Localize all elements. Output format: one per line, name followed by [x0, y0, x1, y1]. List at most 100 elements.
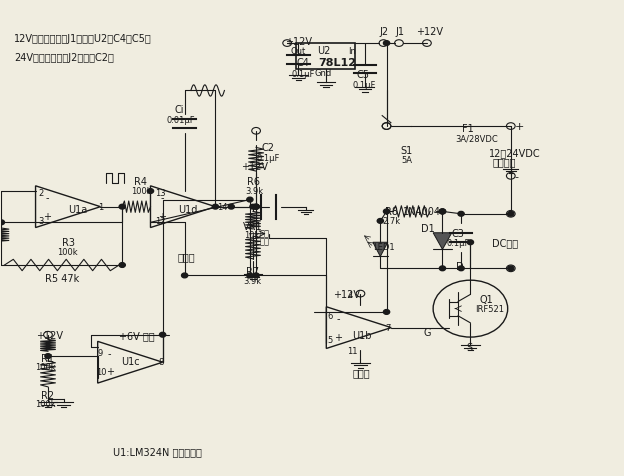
Circle shape: [182, 274, 188, 278]
Text: 10: 10: [96, 367, 106, 376]
Text: 调节: 调节: [259, 238, 269, 246]
Text: 100k: 100k: [130, 186, 151, 195]
Text: +12V: +12V: [416, 27, 444, 37]
Circle shape: [383, 41, 389, 46]
Text: 11: 11: [348, 346, 358, 355]
Polygon shape: [373, 243, 388, 257]
Circle shape: [45, 354, 51, 359]
Text: +12V: +12V: [333, 290, 360, 300]
Text: 0.1μF: 0.1μF: [256, 154, 280, 163]
Text: 78L12: 78L12: [318, 58, 356, 68]
Circle shape: [250, 205, 256, 209]
Text: 100k: 100k: [57, 248, 78, 257]
Text: LED1: LED1: [373, 243, 394, 252]
Text: -: -: [108, 348, 112, 358]
Text: 6: 6: [327, 312, 333, 320]
Circle shape: [439, 209, 446, 214]
Text: Out: Out: [290, 47, 306, 56]
Text: U1d: U1d: [178, 205, 198, 215]
Circle shape: [253, 205, 259, 209]
Text: 12V电源时，短接J1，不用U2。C4、C5；: 12V电源时，短接J1，不用U2。C4、C5；: [14, 34, 152, 44]
Text: R6: R6: [246, 176, 260, 186]
Text: U1b: U1b: [353, 330, 372, 340]
Text: S: S: [467, 342, 473, 352]
Text: 0.1μF: 0.1μF: [353, 81, 376, 90]
Circle shape: [383, 310, 389, 315]
Text: R5 47k: R5 47k: [45, 273, 79, 283]
Text: 7: 7: [385, 323, 391, 332]
Circle shape: [160, 333, 166, 337]
Text: Gnd: Gnd: [314, 69, 332, 78]
Text: -: -: [515, 171, 519, 181]
Text: 电源输入: 电源输入: [492, 157, 515, 167]
Text: 4: 4: [348, 290, 353, 299]
Circle shape: [0, 220, 4, 225]
Text: C5: C5: [357, 70, 370, 79]
Circle shape: [253, 205, 259, 209]
Text: +12V: +12V: [241, 162, 268, 172]
Text: 0.1μF: 0.1μF: [446, 238, 469, 247]
Circle shape: [467, 240, 474, 245]
Text: +: +: [158, 211, 167, 221]
Circle shape: [119, 205, 125, 209]
Text: -: -: [161, 193, 164, 203]
Text: U1:LM324N 运算放大器: U1:LM324N 运算放大器: [113, 446, 202, 456]
Circle shape: [212, 205, 218, 209]
Text: D: D: [456, 261, 464, 271]
Text: 100k: 100k: [36, 399, 56, 408]
Circle shape: [439, 209, 446, 214]
Text: R2: R2: [41, 390, 54, 400]
Circle shape: [228, 205, 235, 209]
Text: 1: 1: [98, 203, 103, 212]
Text: 9: 9: [98, 348, 103, 357]
Text: VR1: VR1: [242, 221, 262, 231]
Text: U1a: U1a: [69, 205, 88, 215]
Circle shape: [147, 189, 154, 194]
Text: 24V电源时，短接J2，不用C2。: 24V电源时，短接J2，不用C2。: [14, 53, 114, 63]
Text: 10k: 10k: [243, 231, 259, 239]
Text: U2: U2: [317, 46, 330, 56]
Circle shape: [383, 209, 389, 214]
Text: Ci: Ci: [174, 105, 183, 115]
Text: G: G: [424, 327, 431, 337]
Circle shape: [246, 198, 253, 202]
Text: 8: 8: [158, 357, 163, 367]
Text: DC负载: DC负载: [492, 238, 519, 248]
Circle shape: [378, 219, 383, 224]
Text: 100k: 100k: [36, 362, 56, 371]
Circle shape: [253, 274, 259, 278]
Circle shape: [119, 263, 125, 268]
Text: R3: R3: [62, 238, 76, 248]
Text: 5: 5: [327, 335, 332, 344]
Text: 3.9k: 3.9k: [245, 186, 263, 195]
Text: 5A: 5A: [401, 156, 412, 164]
Text: F1: F1: [462, 124, 474, 134]
Text: In: In: [348, 47, 356, 56]
Text: J1: J1: [395, 27, 404, 37]
Circle shape: [508, 212, 514, 217]
Text: R4: R4: [134, 176, 147, 186]
Text: D1: D1: [421, 224, 435, 234]
Text: Q1: Q1: [480, 295, 494, 305]
Text: +: +: [44, 211, 52, 221]
Polygon shape: [433, 233, 452, 250]
Text: 振荡器: 振荡器: [177, 252, 195, 262]
Text: 比较器: 比较器: [353, 368, 370, 378]
Circle shape: [246, 274, 253, 278]
Text: 3.9k: 3.9k: [243, 276, 262, 285]
Text: +: +: [105, 367, 114, 377]
Text: S1: S1: [401, 146, 413, 156]
Text: C2: C2: [261, 143, 274, 153]
Text: 速度: 速度: [259, 229, 269, 238]
Text: +6V 参考: +6V 参考: [119, 330, 155, 340]
Text: 12或24VDC: 12或24VDC: [489, 148, 540, 158]
Circle shape: [508, 267, 514, 271]
Circle shape: [458, 212, 464, 217]
Text: R7: R7: [245, 266, 259, 276]
Circle shape: [458, 267, 464, 271]
Text: J2: J2: [379, 27, 388, 37]
Text: 13: 13: [155, 188, 166, 198]
Text: +12V: +12V: [36, 330, 62, 340]
Text: 3: 3: [38, 217, 44, 226]
Bar: [296, 44, 356, 70]
